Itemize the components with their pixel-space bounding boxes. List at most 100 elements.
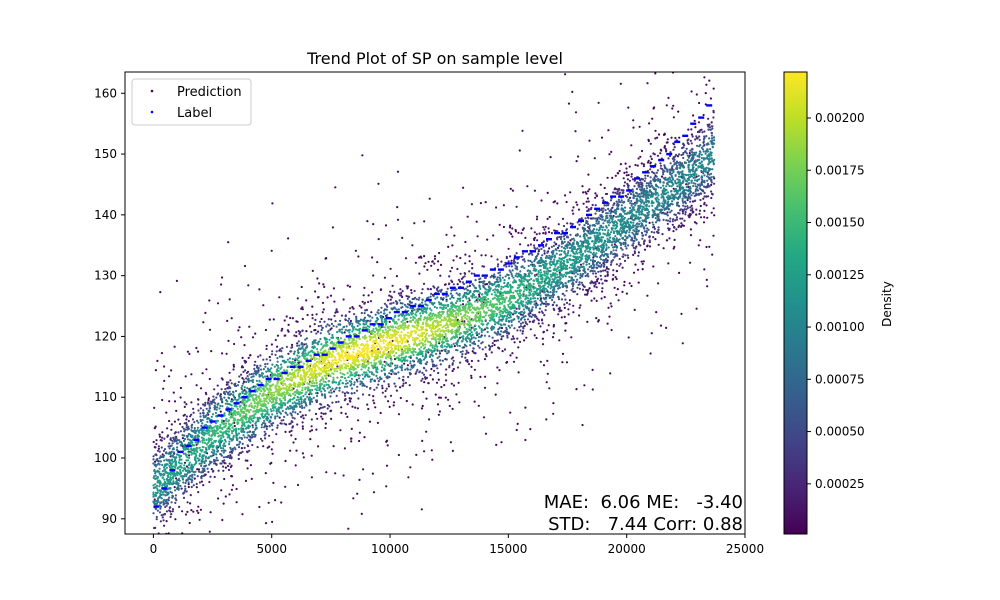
prediction-point bbox=[426, 361, 429, 364]
prediction-point bbox=[477, 404, 480, 407]
prediction-point bbox=[338, 330, 341, 333]
prediction-point bbox=[592, 282, 595, 285]
prediction-point bbox=[566, 222, 569, 225]
prediction-point bbox=[424, 376, 427, 379]
prediction-point bbox=[270, 353, 274, 356]
prediction-point bbox=[689, 261, 692, 264]
prediction-point bbox=[547, 227, 550, 230]
prediction-point bbox=[192, 407, 195, 410]
prediction-point bbox=[159, 492, 162, 495]
prediction-point bbox=[546, 239, 549, 243]
prediction-point bbox=[510, 265, 513, 268]
prediction-point bbox=[689, 170, 692, 173]
prediction-point bbox=[600, 136, 604, 139]
prediction-point bbox=[228, 451, 232, 454]
prediction-point bbox=[362, 468, 365, 471]
prediction-point bbox=[477, 336, 481, 339]
prediction-point bbox=[284, 411, 287, 414]
prediction-point bbox=[314, 318, 317, 321]
prediction-point bbox=[164, 494, 167, 497]
prediction-point bbox=[605, 243, 608, 246]
prediction-point bbox=[353, 381, 356, 384]
prediction-point bbox=[654, 188, 658, 191]
prediction-point bbox=[185, 415, 188, 418]
prediction-point bbox=[329, 389, 332, 392]
prediction-point bbox=[698, 155, 701, 158]
prediction-point bbox=[562, 283, 565, 286]
prediction-point bbox=[632, 224, 635, 227]
prediction-point bbox=[606, 322, 609, 325]
prediction-point bbox=[668, 180, 671, 183]
prediction-point bbox=[523, 266, 526, 270]
prediction-point bbox=[632, 197, 635, 200]
prediction-point bbox=[513, 254, 517, 257]
prediction-point bbox=[662, 173, 665, 176]
prediction-point bbox=[533, 260, 536, 263]
prediction-point bbox=[472, 347, 475, 350]
prediction-point bbox=[225, 352, 228, 355]
prediction-point bbox=[510, 324, 513, 327]
prediction-point bbox=[208, 460, 212, 463]
prediction-point bbox=[701, 44, 703, 46]
prediction-point bbox=[632, 119, 635, 122]
prediction-point bbox=[614, 254, 617, 257]
prediction-point bbox=[448, 275, 451, 278]
prediction-point bbox=[437, 371, 440, 375]
prediction-point bbox=[152, 458, 155, 461]
prediction-point bbox=[233, 342, 236, 346]
prediction-point bbox=[587, 217, 590, 220]
prediction-point bbox=[565, 200, 568, 204]
prediction-point bbox=[546, 359, 549, 362]
prediction-point bbox=[713, 142, 716, 145]
prediction-point bbox=[202, 409, 205, 412]
prediction-point bbox=[569, 279, 572, 282]
prediction-point bbox=[452, 384, 456, 387]
prediction-point bbox=[483, 287, 486, 290]
prediction-point bbox=[195, 482, 198, 486]
prediction-point bbox=[552, 412, 555, 415]
prediction-point bbox=[430, 264, 433, 267]
prediction-point bbox=[260, 374, 264, 377]
prediction-point bbox=[211, 413, 215, 416]
prediction-point bbox=[642, 206, 645, 209]
prediction-point bbox=[568, 303, 571, 306]
prediction-point bbox=[602, 207, 605, 210]
prediction-point bbox=[181, 437, 184, 440]
prediction-point bbox=[312, 396, 315, 399]
prediction-point bbox=[636, 195, 639, 198]
prediction-point bbox=[593, 270, 596, 273]
prediction-point bbox=[559, 281, 563, 284]
prediction-point bbox=[500, 335, 503, 338]
prediction-point bbox=[208, 410, 211, 413]
prediction-point bbox=[671, 200, 674, 203]
prediction-point bbox=[287, 352, 290, 355]
prediction-point bbox=[220, 388, 223, 391]
prediction-point bbox=[163, 379, 166, 382]
prediction-point bbox=[674, 174, 677, 177]
prediction-point bbox=[626, 178, 630, 181]
prediction-point bbox=[637, 229, 641, 232]
prediction-point bbox=[595, 209, 598, 212]
prediction-point bbox=[603, 253, 607, 256]
prediction-point bbox=[578, 314, 581, 317]
prediction-point bbox=[410, 301, 413, 304]
prediction-point bbox=[175, 480, 178, 483]
prediction-point bbox=[521, 255, 524, 258]
prediction-point bbox=[635, 245, 638, 248]
prediction-point bbox=[705, 195, 708, 198]
prediction-point bbox=[220, 489, 223, 492]
prediction-point bbox=[363, 436, 366, 439]
prediction-point bbox=[178, 477, 181, 480]
prediction-point bbox=[202, 412, 205, 415]
prediction-point bbox=[274, 561, 276, 563]
prediction-point bbox=[194, 470, 197, 473]
prediction-point bbox=[326, 323, 329, 326]
prediction-point bbox=[222, 502, 225, 505]
prediction-point bbox=[433, 262, 436, 265]
prediction-point bbox=[333, 300, 336, 303]
prediction-point bbox=[157, 459, 160, 463]
prediction-point bbox=[637, 181, 641, 185]
prediction-point bbox=[372, 223, 375, 226]
prediction-point bbox=[412, 297, 415, 300]
prediction-point bbox=[264, 437, 267, 440]
